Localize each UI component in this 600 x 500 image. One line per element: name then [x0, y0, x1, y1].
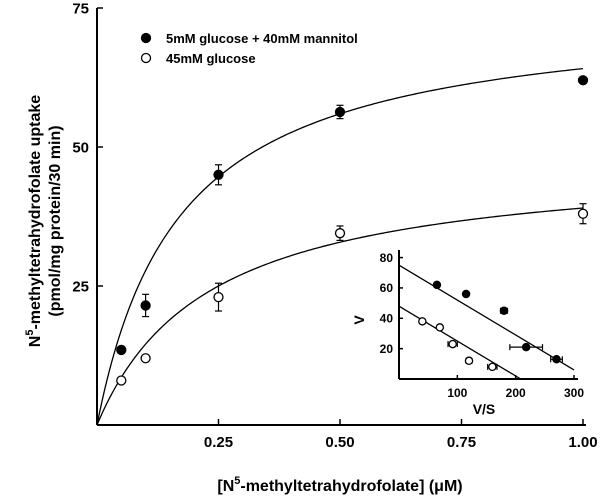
inset-fit-lines	[398, 264, 575, 380]
inset-open-marker	[418, 317, 427, 326]
x-label-pre: [N	[217, 478, 234, 495]
y-label-line1: N5-methyltetrahydrofolate uptake	[24, 95, 44, 348]
inset-ticks: 100 200 300 20 40 60 80	[380, 251, 585, 400]
main-filled-point	[577, 75, 589, 86]
inset-data-points	[418, 280, 563, 372]
inset-filled-point	[509, 342, 544, 352]
inset-open-point	[418, 317, 427, 326]
main-open-marker	[334, 228, 346, 239]
inset-filled-point	[432, 280, 442, 290]
main-y-tick-label: 75	[72, 0, 89, 17]
inset-open-marker	[435, 323, 445, 332]
main-open-point	[213, 282, 224, 312]
y-label-post: -methyltetrahydrofolate uptake	[27, 95, 44, 330]
main-y-axis-label: N5-methyltetrahydrofolate uptake (pmol/m…	[24, 95, 64, 348]
legend-entry-open: 45mM glucose	[140, 51, 256, 66]
inset-filled-point	[461, 289, 471, 299]
inset-x-tick-label: 200	[506, 386, 526, 400]
main-open-marker	[140, 353, 151, 364]
inset-filled-marker	[461, 289, 471, 299]
main-chart: 0.25 0.50 0.75 1.00 25 50 75 5mM glucose + 40m…	[24, 0, 598, 495]
inset-open-marker	[448, 339, 457, 349]
main-y-tick-label: 50	[72, 139, 89, 156]
inset-filled-marker	[432, 280, 442, 290]
main-filled-marker	[140, 300, 151, 311]
main-x-axis-label: [N5-methyltetrahydrofolate] (μM)	[217, 475, 462, 495]
y-label-line2: (pmol/mg protein/30 min)	[47, 125, 64, 316]
inset-x-tick-label: 300	[564, 386, 584, 400]
inset-chart: 100 200 300 20 40 60 80 V/S V	[351, 250, 584, 417]
main-ticks: 0.25 0.50 0.75 1.00 25 50 75	[72, 0, 597, 451]
main-x-tick-label: 0.75	[447, 434, 476, 451]
main-data-points	[116, 75, 589, 386]
main-y-tick-label: 25	[72, 278, 89, 295]
main-x-tick-label: 0.50	[325, 434, 354, 451]
legend-open-circle-marker	[140, 52, 152, 64]
main-filled-marker	[213, 169, 224, 180]
x-label-sup: 5	[234, 475, 240, 487]
inset-open-point	[464, 356, 474, 366]
x-label-post: -methyltetrahydrofolate] (μM)	[240, 478, 462, 495]
main-open-point	[140, 353, 151, 364]
main-filled-marker	[116, 344, 127, 356]
main-open-marker	[577, 208, 589, 219]
legend-label-filled: 5mM glucose + 40mM mannitol	[166, 31, 358, 46]
inset-open-point	[447, 339, 458, 349]
main-open-point	[116, 375, 127, 386]
inset-y-tick-label: 20	[380, 342, 394, 356]
main-filled-marker	[577, 75, 589, 86]
legend-entry-filled: 5mM glucose + 40mM mannitol	[140, 31, 358, 46]
y-label-sup: 5	[24, 330, 36, 336]
inset-filled-point	[499, 306, 509, 315]
inset-open-point	[487, 362, 498, 372]
inset-filled-marker	[552, 355, 561, 364]
y-label-pre: N	[27, 336, 44, 348]
main-filled-point	[140, 293, 151, 318]
inset-y-tick-label: 80	[380, 251, 394, 265]
inset-filled-point	[550, 355, 563, 364]
main-filled-point	[334, 104, 346, 120]
legend-filled-circle-marker	[140, 32, 152, 44]
main-open-marker	[213, 291, 224, 303]
main-x-tick-label: 1.00	[568, 434, 597, 451]
main-fit-curves	[96, 67, 584, 426]
main-x-tick-label: 0.25	[204, 434, 233, 451]
main-open-point	[334, 225, 346, 242]
inset-filled-marker	[521, 342, 531, 352]
inset-open-marker	[464, 356, 474, 366]
main-open-marker	[116, 375, 127, 386]
inset-filled-marker	[499, 306, 509, 315]
inset-open-point	[435, 323, 445, 332]
main-filled-marker	[334, 106, 346, 118]
legend-label-open: 45mM glucose	[166, 51, 256, 66]
main-filled-point	[116, 344, 127, 356]
inset-y-tick-label: 60	[380, 281, 394, 295]
inset-x-axis-label: V/S	[473, 401, 496, 417]
legend: 5mM glucose + 40mM mannitol 45mM glucose	[140, 31, 358, 66]
inset-open-marker	[488, 362, 497, 372]
main-filled-point	[213, 164, 224, 186]
inset-y-axis-label: V	[351, 315, 367, 325]
inset-x-tick-label: 100	[447, 386, 467, 400]
main-open-point	[577, 203, 589, 225]
inset-y-tick-label: 40	[380, 311, 394, 325]
